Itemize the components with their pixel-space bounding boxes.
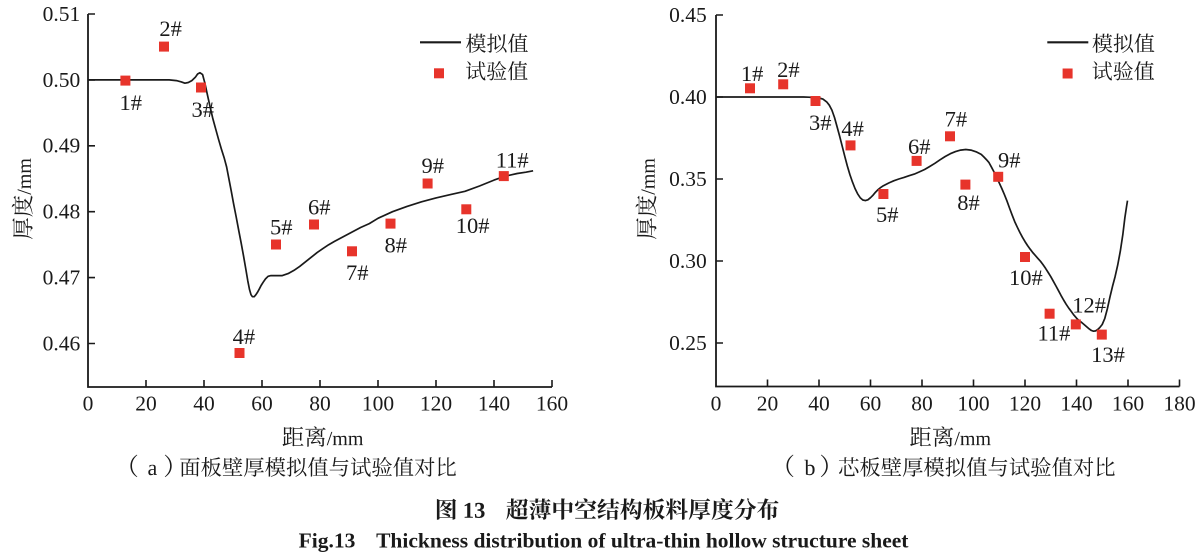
svg-text:1#: 1# bbox=[120, 90, 143, 115]
svg-text:9#: 9# bbox=[422, 153, 445, 178]
svg-text:0.48: 0.48 bbox=[43, 200, 81, 224]
svg-text:40: 40 bbox=[193, 391, 215, 415]
svg-text:8#: 8# bbox=[385, 233, 408, 258]
svg-text:13#: 13# bbox=[1091, 342, 1125, 367]
svg-text:2#: 2# bbox=[777, 57, 800, 82]
svg-text:160: 160 bbox=[536, 391, 568, 415]
svg-text:0.50: 0.50 bbox=[43, 68, 81, 92]
svg-text:100: 100 bbox=[362, 391, 394, 415]
svg-text:80: 80 bbox=[309, 391, 331, 415]
svg-text:100: 100 bbox=[957, 391, 989, 415]
svg-text:140: 140 bbox=[1060, 391, 1092, 415]
svg-text:0.40: 0.40 bbox=[669, 85, 707, 109]
svg-text:5#: 5# bbox=[270, 215, 293, 240]
svg-text:10#: 10# bbox=[456, 213, 490, 238]
svg-text:4#: 4# bbox=[841, 116, 864, 141]
svg-text:12#: 12# bbox=[1072, 293, 1106, 318]
svg-text:1#: 1# bbox=[741, 61, 764, 86]
svg-text:Thickness distribution of ultr: Thickness distribution of ultra-thin hol… bbox=[376, 529, 909, 553]
svg-text:4#: 4# bbox=[233, 324, 256, 349]
svg-text:20: 20 bbox=[757, 391, 779, 415]
svg-text:120: 120 bbox=[1009, 391, 1041, 415]
svg-text:11#: 11# bbox=[496, 148, 529, 173]
svg-text:0.49: 0.49 bbox=[43, 134, 81, 158]
svg-text:6#: 6# bbox=[908, 134, 931, 159]
svg-text:140: 140 bbox=[478, 391, 510, 415]
svg-text:0: 0 bbox=[711, 391, 722, 415]
svg-text:0.47: 0.47 bbox=[43, 266, 81, 290]
svg-text:120: 120 bbox=[420, 391, 452, 415]
svg-text:20: 20 bbox=[135, 391, 157, 415]
svg-text:0: 0 bbox=[83, 391, 94, 415]
svg-text:0.51: 0.51 bbox=[43, 2, 81, 26]
svg-text:60: 60 bbox=[860, 391, 882, 415]
svg-text:7#: 7# bbox=[346, 260, 369, 285]
svg-text:7#: 7# bbox=[945, 107, 968, 132]
svg-text:11#: 11# bbox=[1038, 321, 1071, 346]
svg-text:10#: 10# bbox=[1009, 265, 1043, 290]
svg-text:8#: 8# bbox=[957, 190, 980, 215]
svg-text:3#: 3# bbox=[192, 97, 215, 122]
svg-text:80: 80 bbox=[911, 391, 933, 415]
svg-text:5#: 5# bbox=[876, 202, 899, 227]
svg-text:6#: 6# bbox=[308, 195, 331, 220]
svg-text:60: 60 bbox=[251, 391, 273, 415]
svg-text:180: 180 bbox=[1163, 391, 1195, 415]
svg-text:0.46: 0.46 bbox=[43, 331, 81, 355]
svg-text:0.30: 0.30 bbox=[669, 249, 707, 273]
svg-text:40: 40 bbox=[808, 391, 830, 415]
svg-text:0.35: 0.35 bbox=[669, 167, 707, 191]
svg-text:0.25: 0.25 bbox=[669, 331, 707, 355]
svg-text:3#: 3# bbox=[809, 110, 832, 135]
svg-text:9#: 9# bbox=[998, 148, 1021, 173]
svg-text:160: 160 bbox=[1112, 391, 1144, 415]
svg-text:Fig.13: Fig.13 bbox=[299, 529, 356, 553]
svg-text:2#: 2# bbox=[159, 16, 182, 41]
svg-text:0.45: 0.45 bbox=[669, 3, 707, 27]
